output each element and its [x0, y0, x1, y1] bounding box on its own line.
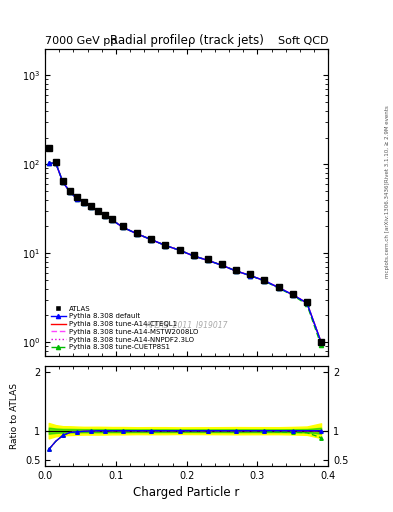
Y-axis label: Ratio to ATLAS: Ratio to ATLAS	[10, 383, 19, 449]
Text: ATLAS_2011_I919017: ATLAS_2011_I919017	[145, 321, 228, 330]
Title: Radial profileρ (track jets): Radial profileρ (track jets)	[110, 34, 264, 48]
X-axis label: Charged Particle r: Charged Particle r	[134, 486, 240, 499]
Text: Rivet 3.1.10, ≥ 2.9M events: Rivet 3.1.10, ≥ 2.9M events	[385, 105, 389, 182]
Text: Soft QCD: Soft QCD	[278, 35, 328, 46]
Text: 7000 GeV pp: 7000 GeV pp	[45, 35, 118, 46]
Text: mcplots.cern.ch [arXiv:1306.3436]: mcplots.cern.ch [arXiv:1306.3436]	[385, 183, 389, 278]
Legend: ATLAS, Pythia 8.308 default, Pythia 8.308 tune-A14-CTEQL1, Pythia 8.308 tune-A14: ATLAS, Pythia 8.308 default, Pythia 8.30…	[49, 304, 200, 352]
